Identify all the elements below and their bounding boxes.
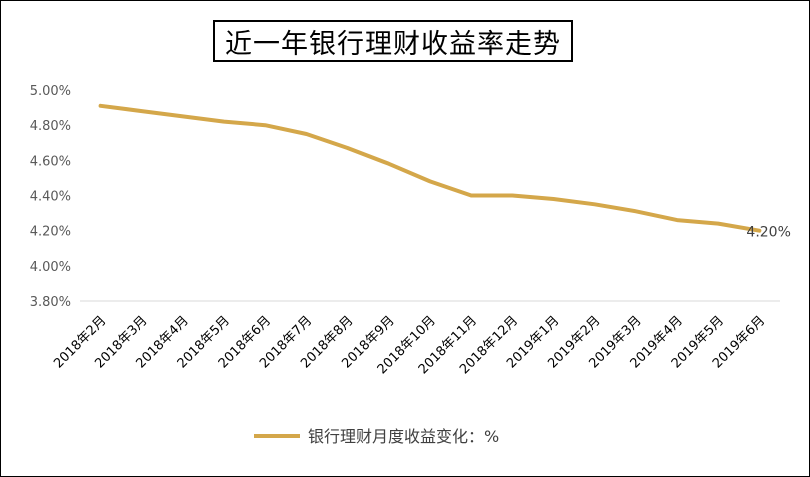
y-axis-ticks: 5.00% 4.80% 4.60% 4.40% 4.20% 4.00% 3.80% [30, 84, 71, 310]
legend-label: 银行理财月度收益变化：% [308, 427, 499, 446]
chart-title-box: 近一年银行理财收益率走势 [213, 20, 573, 62]
data-labels: 4.20% [746, 225, 790, 241]
data-label: 4.20% [746, 225, 790, 241]
series-line [98, 103, 762, 233]
y-tick-label: 4.80% [30, 119, 71, 134]
legend: 银行理财月度收益变化：% [254, 427, 499, 446]
y-tick-label: 4.60% [30, 154, 71, 169]
y-tick-label: 4.20% [30, 225, 71, 240]
y-tick-label: 4.40% [30, 190, 71, 205]
chart-title: 近一年银行理财收益率走势 [225, 28, 561, 60]
y-tick-label: 4.00% [30, 260, 71, 275]
x-axis-ticks: 2018年2月2018年3月2018年4月2018年5月2018年6月2018年… [51, 313, 768, 377]
y-tick-label: 5.00% [30, 84, 71, 99]
y-tick-label: 3.80% [30, 295, 71, 310]
